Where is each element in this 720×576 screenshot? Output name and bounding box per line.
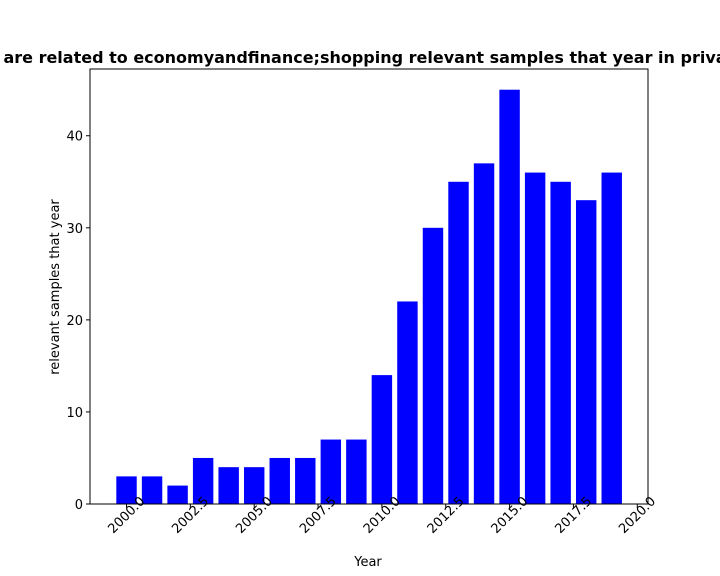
bar-2015 [499,89,520,504]
bar-2012 [422,227,444,505]
bar-2011 [397,301,418,504]
bar-2006 [269,457,290,504]
y-tick-label: 40 [66,130,83,145]
y-tick-label: 0 [75,498,83,513]
bar-2005 [243,467,265,504]
y-tick-label: 30 [66,222,83,237]
bar-2016 [524,172,546,505]
bar-2019 [601,172,622,505]
bar-2018 [575,200,597,504]
x-axis-label: Year [353,555,382,570]
chart-title: are related to economyandfinance;shoppin… [3,48,720,67]
bar-2002 [167,485,188,504]
bar-2009 [346,439,367,504]
y-tick-label: 20 [66,314,83,329]
bar-2008 [320,439,342,504]
bar-2010 [371,375,393,504]
bar-2004 [218,467,239,504]
bar-2013 [448,181,469,504]
bar-2007 [295,457,316,504]
x-tick-label: 2020.0 [616,494,659,537]
bar-2003 [192,457,214,504]
bar-series [116,89,622,505]
bar-2001 [141,476,163,504]
bar-2017 [550,181,571,504]
bar-2000 [116,476,137,504]
bar-2014 [473,163,495,504]
y-tick-label: 10 [66,406,83,421]
y-axis-label: relevant samples that year [48,199,63,375]
y-axis: 0 10 20 30 40 [66,130,90,513]
plot-area-frame [89,68,649,505]
